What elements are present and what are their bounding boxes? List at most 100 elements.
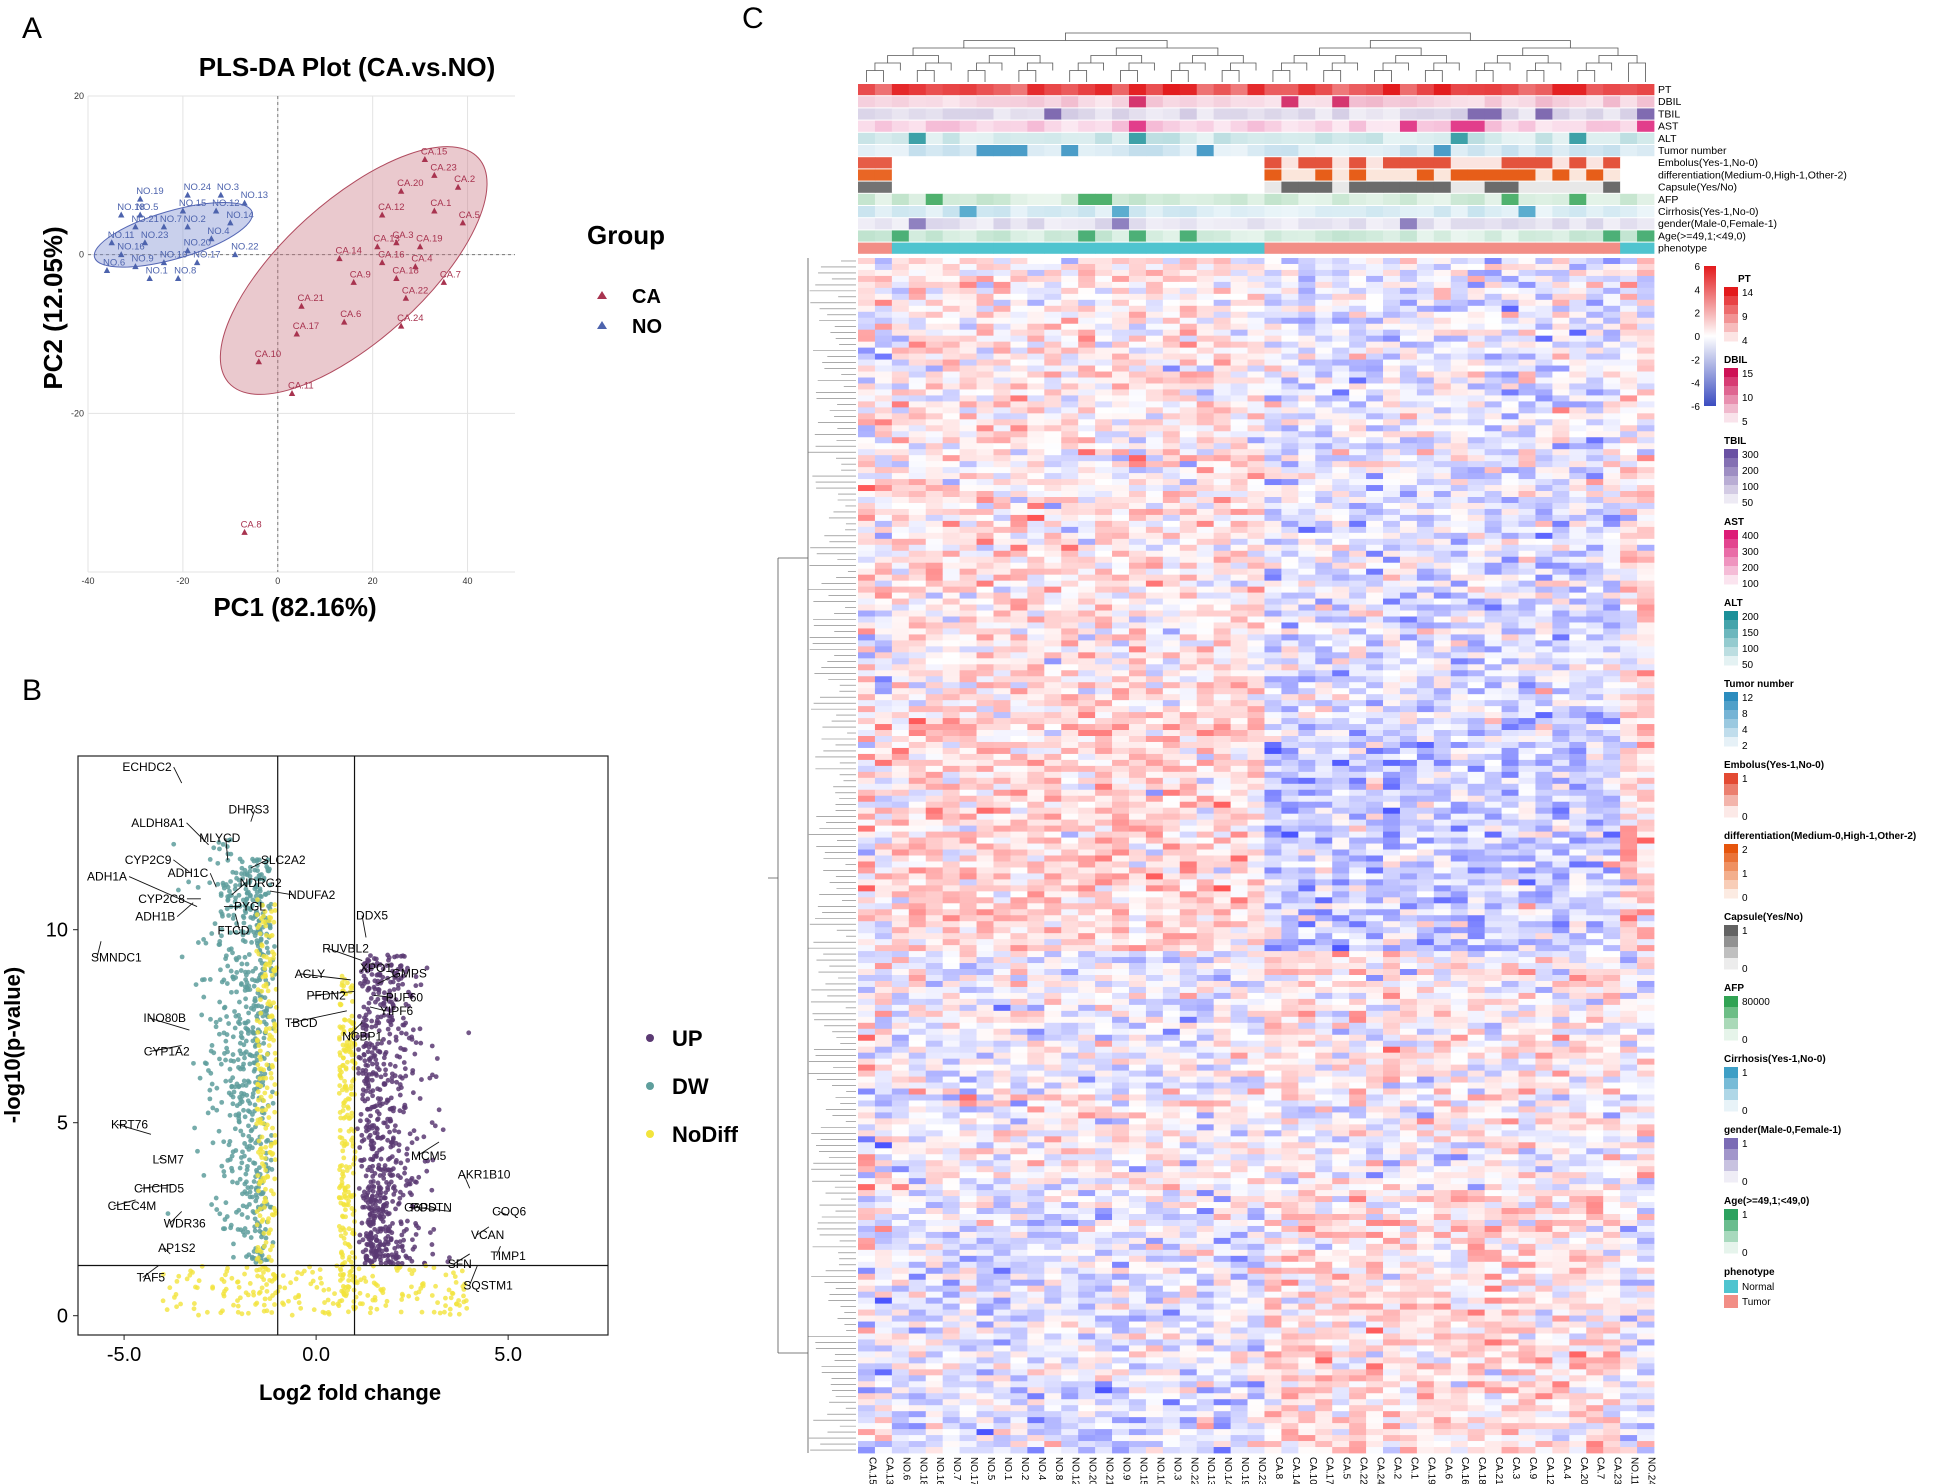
heatmap-cell <box>1501 329 1519 337</box>
heatmap-cell <box>1061 359 1079 366</box>
point-up <box>396 1129 402 1135</box>
heatmap-cell <box>1027 311 1045 319</box>
point-nodiff <box>358 1277 364 1283</box>
heatmap-cell <box>1467 371 1486 378</box>
heatmap-cell <box>1433 395 1452 402</box>
annotation-cell <box>925 145 944 157</box>
annotation-cell <box>942 181 961 193</box>
point-dw <box>217 1017 223 1023</box>
point-nodiff <box>225 1265 230 1271</box>
heatmap-cell <box>1467 269 1486 277</box>
heatmap-cell <box>1298 299 1316 307</box>
point-marker-ca <box>341 318 348 325</box>
point-marker-ca <box>397 187 405 194</box>
annotation-cell <box>1467 218 1486 230</box>
point-dw <box>250 1094 256 1100</box>
annotation-cell <box>925 181 944 193</box>
heatmap-cell <box>1010 275 1028 283</box>
annotation-cell <box>1264 96 1282 108</box>
legend-label-no: NO <box>632 316 662 338</box>
heatmap-cell <box>1112 269 1130 277</box>
heatmap-cell <box>1281 305 1299 313</box>
heatmap-cell <box>1027 407 1045 414</box>
heatmap-cell <box>1450 395 1469 402</box>
heatmap-cell <box>1264 467 1282 474</box>
annotation-cell <box>891 132 910 144</box>
point-dw <box>221 1030 227 1036</box>
point-up <box>407 1181 413 1187</box>
point-dw <box>222 1217 228 1222</box>
dendrogram-branch <box>1192 55 1244 63</box>
heatmap-cell <box>1315 258 1333 265</box>
heatmap-cell <box>942 258 961 265</box>
point-marker-ca <box>298 302 305 309</box>
gene-label: FTCD <box>217 923 249 937</box>
point-nodiff <box>396 1265 402 1271</box>
point-up <box>375 1229 381 1235</box>
heatmap-cell <box>858 425 876 432</box>
heatmap-cell <box>1467 419 1486 426</box>
heatmap-cell <box>858 317 876 325</box>
point-up <box>362 1204 368 1210</box>
point-nodiff <box>348 1019 354 1025</box>
heatmap-cell <box>1196 353 1215 360</box>
annotation-cell <box>1078 242 1096 254</box>
heatmap-cell <box>858 293 876 301</box>
point-dw <box>233 895 238 901</box>
point-dw <box>225 963 231 969</box>
annotation-cell <box>1061 181 1079 193</box>
heatmap-cell <box>1450 305 1469 313</box>
heatmap-cell <box>891 293 910 301</box>
heatmap-cell <box>1145 305 1164 313</box>
point-up <box>400 953 406 959</box>
heatmap-cell <box>1078 341 1096 349</box>
gene-label: TAF5 <box>137 1271 166 1285</box>
point-up <box>372 1206 377 1212</box>
heatmap-cell <box>1552 275 1570 283</box>
point-nodiff <box>337 1127 343 1133</box>
heatmap-cell <box>1484 473 1502 480</box>
heatmap-cell <box>1315 437 1333 444</box>
point-label: CA.15 <box>421 146 447 157</box>
heatmap-cell <box>942 443 961 450</box>
annotation-cell <box>1620 206 1638 218</box>
heatmap-cell <box>1298 413 1316 420</box>
heatmap-cell <box>1637 407 1655 414</box>
point-marker-no <box>217 191 225 198</box>
heatmap-cell <box>1230 455 1248 462</box>
heatmap-cell <box>1078 299 1096 307</box>
annotation-cell <box>1112 206 1130 218</box>
heatmap-cell <box>1450 359 1469 366</box>
heatmap-cell <box>925 461 944 468</box>
heatmap-cell <box>1128 281 1147 289</box>
point-nodiff <box>326 1309 331 1315</box>
heatmap-cell <box>1010 479 1028 486</box>
heatmap-cell <box>993 263 1011 271</box>
annotation-cell <box>1247 84 1265 96</box>
annotation-cell <box>1112 84 1130 96</box>
heatmap-cell <box>1518 311 1536 319</box>
point-up <box>410 1070 415 1076</box>
annotation-cell <box>1095 206 1113 218</box>
heatmap-cell <box>1044 293 1062 301</box>
heatmap-cell <box>1586 449 1604 456</box>
heatmap-cell <box>908 383 927 390</box>
point-dw <box>216 1128 222 1134</box>
point-nodiff <box>447 1306 453 1312</box>
annotation-cell <box>1162 242 1181 254</box>
heatmap-cell <box>1518 443 1536 450</box>
heatmap-cell <box>1044 299 1062 307</box>
annotation-cell <box>1637 230 1655 242</box>
point-nodiff <box>267 1296 273 1302</box>
heatmap-cell <box>1027 461 1045 468</box>
point-dw <box>247 880 252 886</box>
heatmap-cell <box>942 437 961 444</box>
point-nodiff <box>269 933 275 938</box>
annotation-cell <box>1281 120 1299 132</box>
annotation-cell <box>976 218 994 230</box>
heatmap-cell <box>1484 461 1502 468</box>
point-nodiff <box>265 1173 270 1179</box>
annotation-cell <box>1196 157 1215 169</box>
heatmap-cell <box>1518 431 1536 438</box>
heatmap-cell <box>1247 269 1265 277</box>
